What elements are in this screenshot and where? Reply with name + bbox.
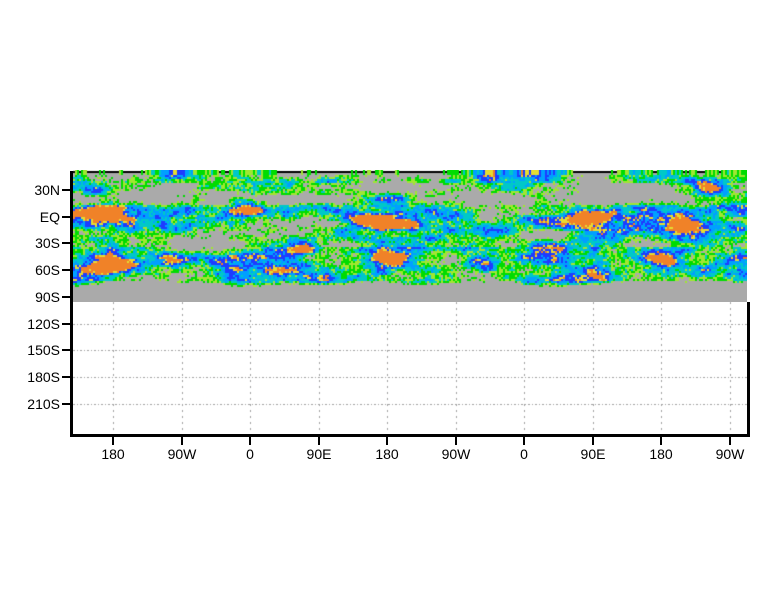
- x-tick-mark: [181, 437, 183, 445]
- y-tick-mark: [62, 296, 70, 298]
- y-tick-mark: [62, 216, 70, 218]
- x-axis-tick-label: 0: [246, 446, 254, 462]
- x-tick-mark: [592, 437, 594, 445]
- y-axis-tick-label: 60S: [35, 262, 60, 278]
- y-axis-tick-label: 120S: [27, 316, 60, 332]
- x-tick-mark: [523, 437, 525, 445]
- x-axis-tick-label: 180: [649, 446, 673, 462]
- x-axis-tick-label: 90E: [580, 446, 606, 462]
- x-axis-tick-label: 90W: [441, 446, 471, 462]
- x-axis-tick-label: 90E: [306, 446, 332, 462]
- y-tick-mark: [62, 189, 70, 191]
- x-axis-line: [70, 434, 750, 437]
- y-axis-tick-label: 150S: [27, 342, 60, 358]
- y-axis-tick-label: 90S: [35, 289, 60, 305]
- x-axis-tick-label: 0: [520, 446, 528, 462]
- y-axis-line: [70, 171, 73, 437]
- x-tick-mark: [249, 437, 251, 445]
- x-tick-mark: [729, 437, 731, 445]
- x-axis-tick-label: 180: [375, 446, 399, 462]
- y-axis-tick-label: 30S: [35, 235, 60, 251]
- y-axis-tick-label: 30N: [34, 182, 60, 198]
- right-frame-line: [747, 302, 750, 437]
- x-tick-mark: [455, 437, 457, 445]
- x-tick-mark: [112, 437, 114, 445]
- x-tick-mark: [660, 437, 662, 445]
- y-tick-mark: [62, 269, 70, 271]
- y-axis-tick-label: EQ: [39, 209, 60, 225]
- y-tick-mark: [62, 349, 70, 351]
- y-tick-mark: [62, 403, 70, 405]
- x-axis-tick-label: 90W: [167, 446, 197, 462]
- y-axis-tick-label: 210S: [27, 396, 60, 412]
- x-axis-tick-label: 180: [101, 446, 125, 462]
- y-tick-mark: [62, 323, 70, 325]
- y-tick-mark: [62, 376, 70, 378]
- y-tick-mark: [62, 242, 70, 244]
- x-axis-tick-label: 90W: [715, 446, 745, 462]
- field-canvas: [73, 170, 747, 302]
- y-axis-tick-label: 180S: [27, 369, 60, 385]
- x-tick-mark: [386, 437, 388, 445]
- x-tick-mark: [318, 437, 320, 445]
